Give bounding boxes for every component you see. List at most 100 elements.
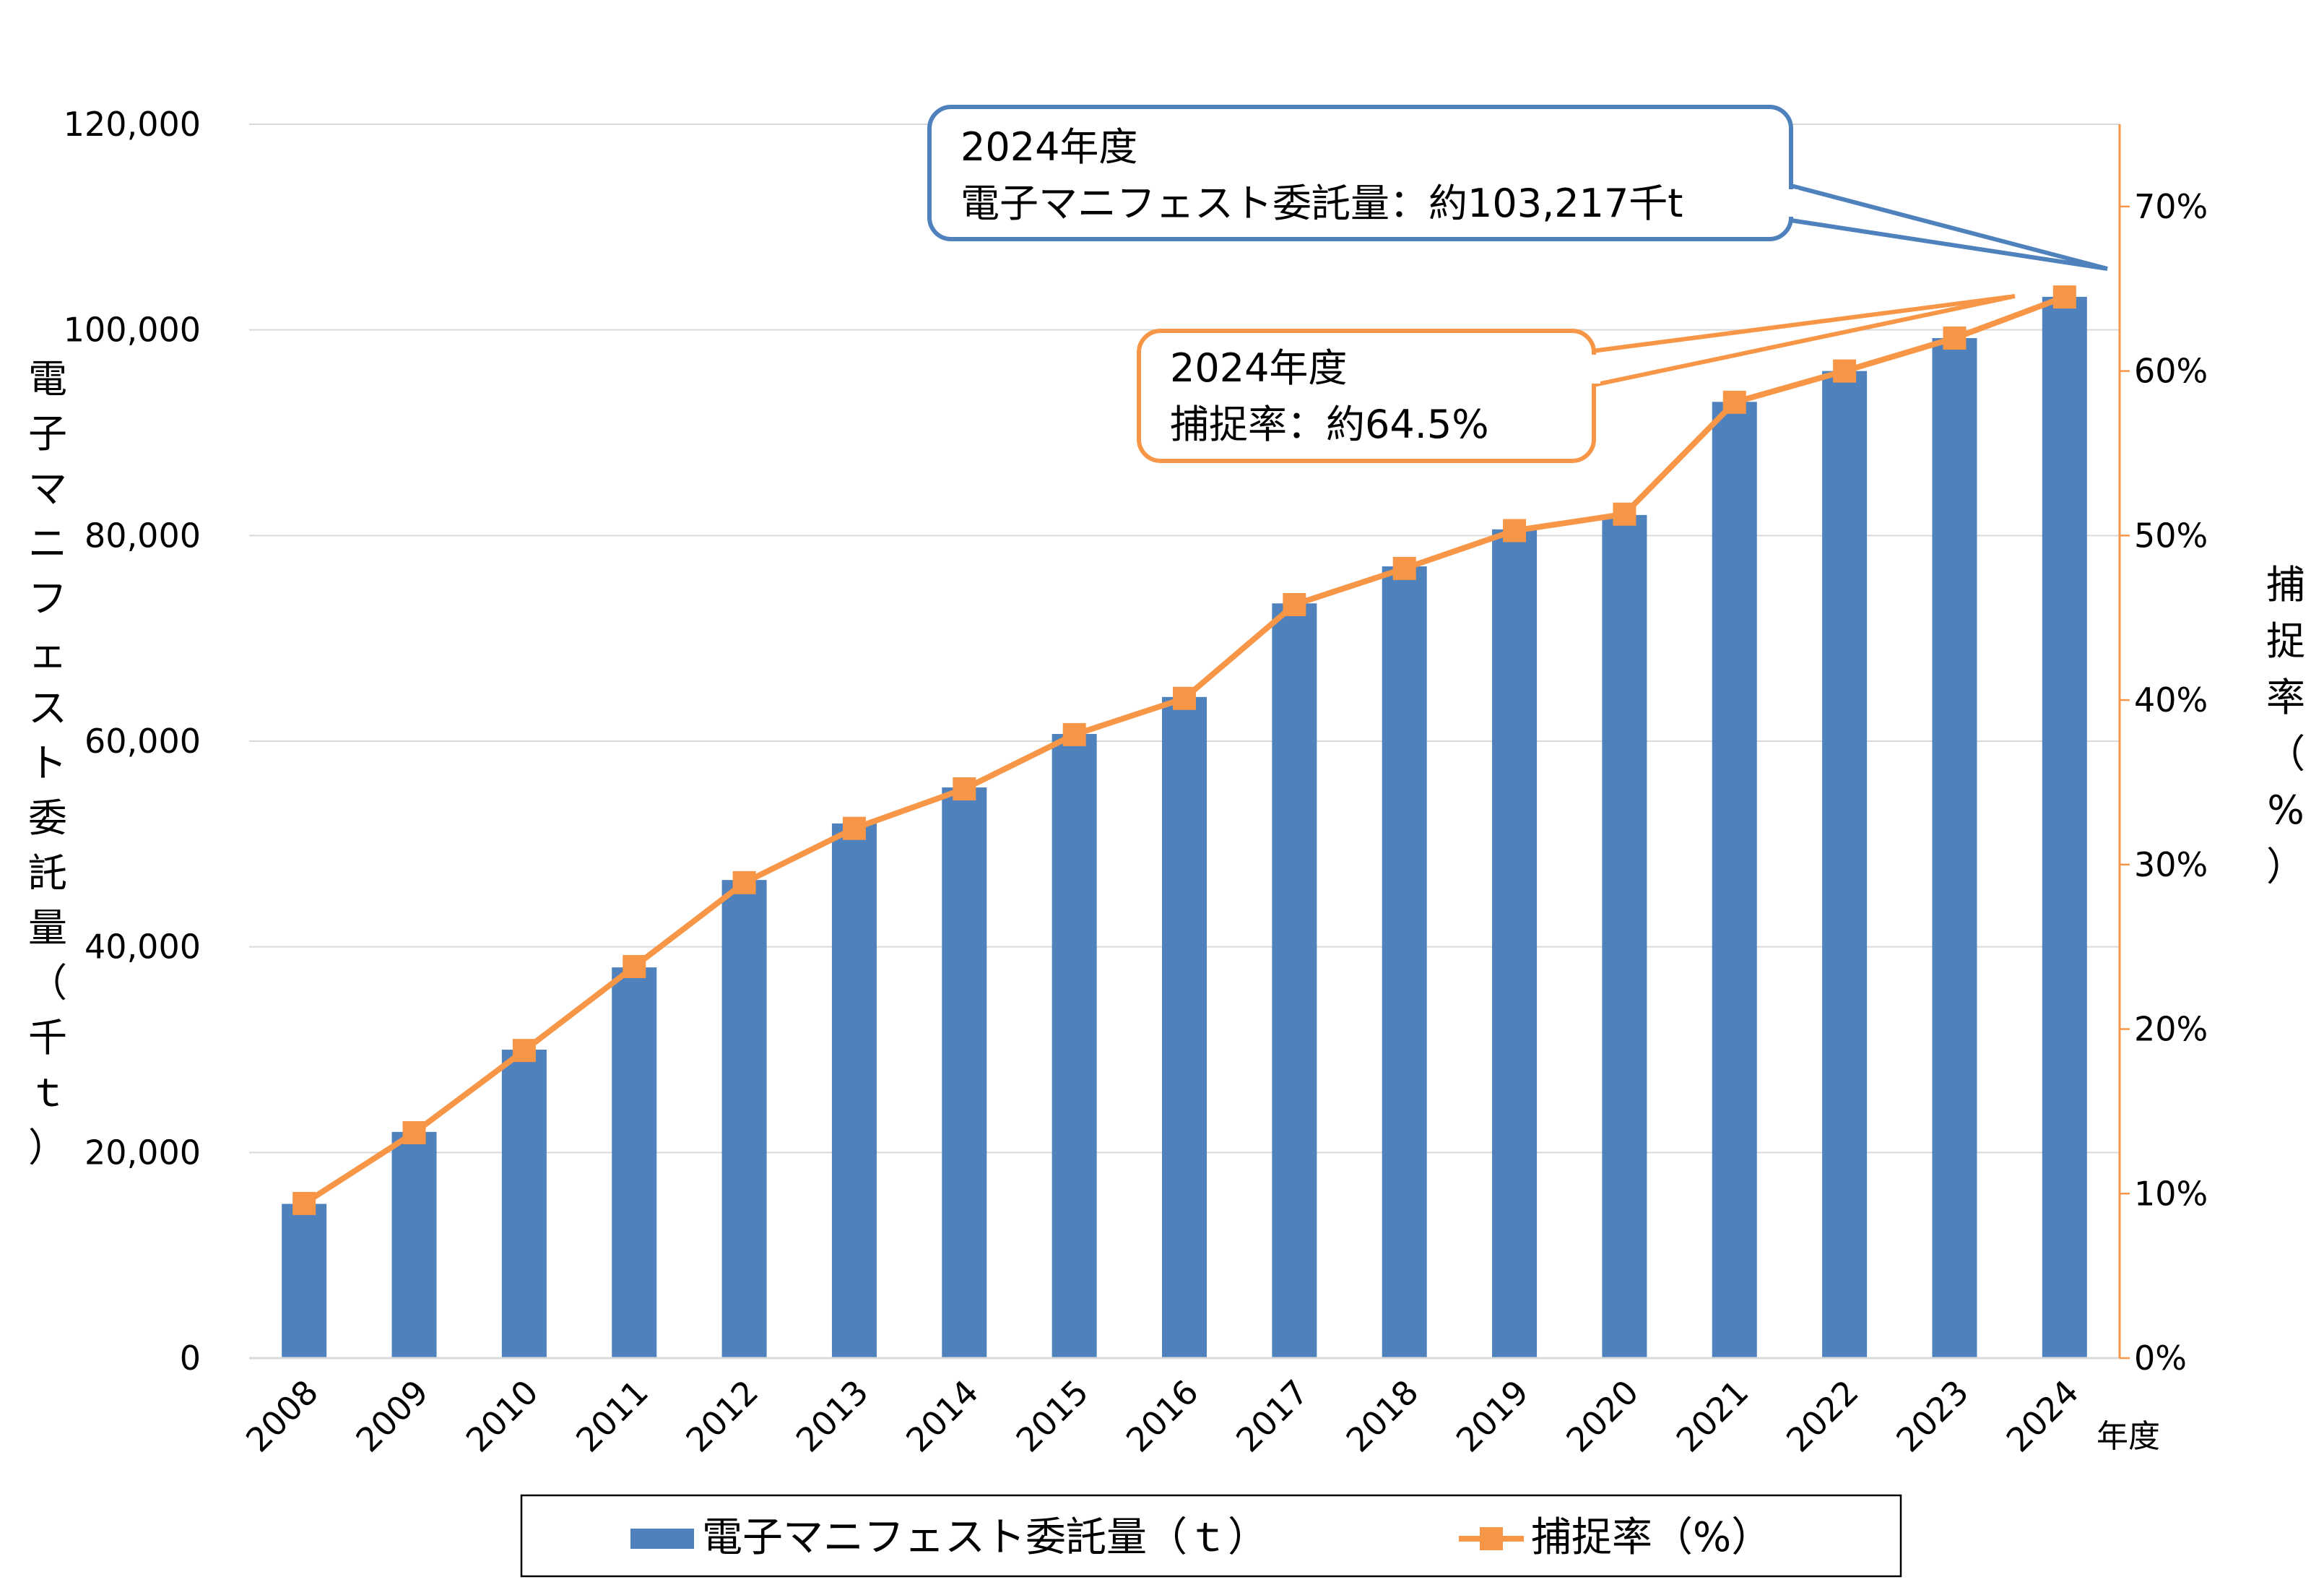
callouts: 2024年度電子マニフェスト委託量：約103,217千t2024年度捕捉率：約6… [927, 105, 2108, 463]
line-marker [1613, 502, 1636, 526]
legend-label-line: 捕捉率（%） [1531, 1514, 1772, 1561]
callout-pointer-gap [1784, 189, 1798, 217]
x-unit-label: 年度 [2097, 1418, 2160, 1455]
x-tick-label: 2018 [1339, 1373, 1426, 1460]
bar [1272, 603, 1317, 1358]
x-tick-label: 2016 [1119, 1373, 1206, 1460]
line-marker [623, 954, 646, 978]
y-right-tick-label: 0% [2134, 1339, 2187, 1378]
line-marker [512, 1039, 536, 1063]
axis-title-char: 捉 [2266, 618, 2305, 664]
bar [282, 1204, 327, 1358]
axis-title-char: % [2267, 787, 2304, 833]
legend: 電子マニフェスト委託量（ｔ） 捕捉率（%） [520, 1494, 1902, 1578]
line-marker [1392, 556, 1416, 580]
x-tick-label: 2012 [678, 1373, 766, 1460]
y-left-axis-title: 電子マニフェスト委託量 （ 千ｔ ） [28, 356, 67, 1170]
x-tick-label: 2009 [348, 1373, 435, 1460]
axis-title-char: 量 [28, 905, 67, 951]
legend-swatch-bar [630, 1529, 694, 1549]
axis-title-char: 託 [28, 850, 67, 896]
callout-pointer [1790, 183, 2108, 271]
line-marker [1062, 722, 1086, 746]
y-left-tick-label: 20,000 [84, 1133, 201, 1172]
y-right-tick-label: 60% [2134, 352, 2208, 391]
legend-box [520, 1494, 1902, 1578]
axis-title-char: ） [28, 1125, 67, 1170]
bar [501, 1050, 547, 1358]
bar [1932, 338, 1977, 1358]
x-tick-label: 2015 [1008, 1373, 1096, 1460]
bar [1602, 514, 1647, 1358]
x-tick-label: 2013 [789, 1373, 876, 1460]
bar [721, 880, 767, 1358]
callout-amount-line-1: 2024年度 [961, 124, 1137, 170]
callout-pointer-gap [1586, 355, 1600, 384]
callout-amount-line-2: 電子マニフェスト委託量：約103,217千t [961, 181, 1683, 226]
y-right-tick-label: 70% [2134, 187, 2208, 226]
y-right-tick-label: 50% [2134, 516, 2208, 555]
line-marker [842, 816, 866, 840]
axis-title-char: ） [2266, 844, 2305, 889]
callout-box-rate [1137, 329, 1596, 463]
line-marker [1173, 686, 1196, 710]
callout-box-amount [927, 105, 1793, 241]
callout-rate-line-2: 捕捉率：約64.5% [1170, 402, 1489, 447]
axis-title-char: マ [28, 466, 67, 511]
bar [942, 787, 987, 1358]
bar [1822, 371, 1868, 1358]
x-tick-label: 2017 [1228, 1373, 1316, 1460]
line-marker [1283, 592, 1306, 616]
y-left-tick-label: 120,000 [64, 105, 201, 144]
x-tick-label: 2010 [459, 1373, 546, 1460]
bar [1052, 734, 1097, 1358]
y-left-tick-label: 0 [180, 1339, 201, 1378]
line-marker [402, 1121, 426, 1145]
axis-title-char: ス [28, 686, 67, 731]
y-left-tick-label: 60,000 [84, 722, 201, 761]
y-left-tick-label: 80,000 [84, 516, 201, 555]
axis-title-char: 千 [28, 1015, 67, 1060]
axis-title-char: ニ [28, 521, 67, 566]
axis-title-char: ト [28, 740, 67, 786]
x-tick-label: 2011 [568, 1373, 656, 1460]
axis-title-char: （ [28, 960, 67, 1006]
x-tick-label: 2020 [1558, 1373, 1646, 1460]
x-tick-label: 2021 [1669, 1373, 1756, 1460]
axis-title-char: 子 [28, 411, 67, 457]
line-series [292, 285, 2076, 1215]
y-right-tick-label: 30% [2134, 845, 2208, 884]
axis-title-char: フ [28, 576, 67, 621]
x-tick-label: 2024 [1999, 1373, 2086, 1460]
y-left-tick-label: 100,000 [64, 311, 201, 350]
bar [2042, 296, 2087, 1358]
legend-label-bar: 電子マニフェスト委託量（ｔ） [702, 1514, 1268, 1561]
bar [1492, 529, 1538, 1358]
y-right-tick-label: 10% [2134, 1174, 2208, 1213]
x-tick-label: 2019 [1449, 1373, 1536, 1460]
bar [391, 1131, 437, 1358]
axis-title-char: 電 [28, 356, 67, 402]
y-right-tick-label: 20% [2134, 1010, 2208, 1049]
axis-title-char: 捕 [2266, 562, 2305, 608]
axes [249, 124, 2130, 1360]
axis-title-char: （ [2266, 731, 2305, 777]
bar [1712, 402, 1757, 1358]
line-marker [292, 1191, 316, 1215]
axis-title-char: ｔ [28, 1070, 67, 1115]
axis-title-char: 委 [28, 795, 67, 841]
line-marker [2052, 285, 2076, 309]
y-right-axis-title: 捕捉率 （% ） [2266, 562, 2305, 889]
y-left-tick-label: 40,000 [84, 928, 201, 967]
x-tick-label: 2023 [1889, 1373, 1976, 1460]
line-marker [1833, 359, 1857, 383]
x-tick-label: 2014 [898, 1373, 986, 1460]
line-marker [1943, 327, 1967, 350]
callout-pointer [1586, 294, 2016, 389]
axis-title-char: ェ [28, 631, 67, 676]
line-marker [1503, 519, 1527, 543]
x-tick-label: 2008 [238, 1373, 326, 1460]
x-tick-label: 2022 [1779, 1373, 1866, 1460]
line-marker [953, 777, 976, 801]
